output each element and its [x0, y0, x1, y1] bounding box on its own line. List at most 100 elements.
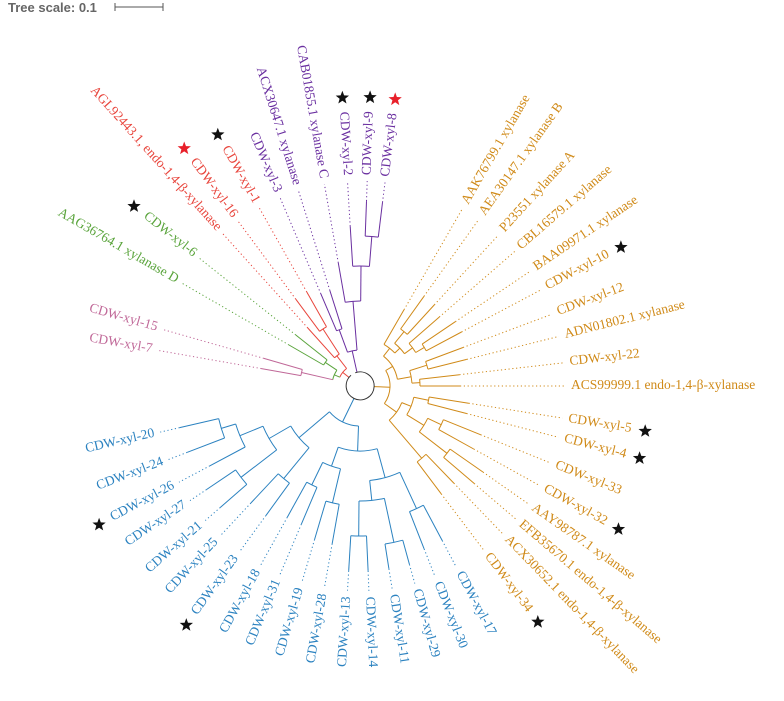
- branch-stem: [404, 347, 413, 355]
- branch-stem: [383, 498, 395, 543]
- leaf-dotted-line: [462, 313, 553, 348]
- branch-stem: [298, 411, 330, 439]
- leaf-dotted-line: [279, 197, 322, 295]
- leaf-branch: [429, 396, 469, 404]
- branch-stem: [357, 425, 359, 452]
- leaf-branch: [209, 446, 246, 467]
- leaf-dotted-line: [199, 258, 297, 336]
- leaf-label: CDW-xyl-7: [88, 330, 154, 356]
- black-star-icon: [127, 199, 141, 212]
- branch-arc: [365, 235, 379, 238]
- leaf-branch: [422, 504, 443, 541]
- leaf-branch: [408, 316, 440, 344]
- branch-stem: [385, 365, 393, 371]
- branch-arc: [277, 473, 290, 484]
- leaf-dotted-line: [279, 523, 302, 575]
- leaf-branch: [263, 357, 303, 370]
- leaf-label: CDW-xyl-6: [141, 208, 200, 260]
- branch-arc: [235, 469, 248, 485]
- leaf-branch: [250, 473, 279, 504]
- leaf-branch: [206, 469, 236, 490]
- branch-stem: [413, 396, 429, 401]
- leaf-dotted-line: [433, 234, 499, 306]
- branch-stem: [332, 468, 341, 503]
- branch-stem: [338, 329, 348, 353]
- leaf-dotted-line: [441, 540, 457, 568]
- branch-arc: [438, 419, 444, 430]
- red-star-icon: [388, 92, 402, 106]
- leaf-dotted-line: [438, 251, 516, 318]
- leaf-label: CDW-xyl-12: [554, 279, 625, 318]
- black-star-icon: [211, 127, 225, 141]
- leaf-branch: [329, 290, 343, 329]
- branch-stem: [376, 448, 386, 478]
- leaf-branch: [366, 535, 369, 571]
- black-star-icon: [179, 618, 193, 631]
- branch-stem: [311, 462, 324, 486]
- leaf-label: AAG36764.1 xylanase D: [56, 204, 182, 286]
- black-star-icon: [614, 240, 628, 253]
- branch-stem: [334, 374, 340, 378]
- leaf-dotted-line: [347, 181, 351, 227]
- leaf-dotted-line: [297, 190, 331, 291]
- leaf-dotted-line: [182, 283, 290, 346]
- branch-arc: [300, 369, 303, 376]
- leaf-branch: [331, 504, 340, 544]
- branch-arc: [319, 326, 327, 332]
- leaf-dotted-line: [468, 402, 563, 419]
- leaf-branch: [307, 327, 335, 359]
- branch-stem: [342, 372, 350, 378]
- branch-stem: [383, 347, 391, 357]
- leaf-dotted-line: [189, 489, 207, 502]
- leaf-dotted-line: [204, 507, 221, 521]
- leaf-dotted-line: [461, 289, 542, 333]
- black-star-icon: [531, 615, 545, 628]
- branch-stem: [384, 403, 397, 413]
- branch-stem: [369, 480, 373, 501]
- leaf-branch: [384, 543, 390, 569]
- leaf-label: CDW-xyl-5: [567, 410, 633, 435]
- leaf-branch: [400, 296, 425, 330]
- leaf-dotted-line: [219, 502, 252, 537]
- branch-arc: [332, 369, 338, 380]
- branch-stem: [342, 398, 355, 423]
- leaf-label: CDW-xyl-13: [334, 596, 353, 668]
- leaf-dotted-line: [480, 434, 551, 464]
- branch-stem: [368, 236, 373, 267]
- leaf-dotted-line: [323, 184, 339, 263]
- leaf-label: ACS99999.1 endo-1,4-β-xylanase: [571, 377, 755, 392]
- leaf-label: AGL92443.1, endo-1,4-β-xylanase: [88, 83, 226, 234]
- black-star-icon: [632, 451, 647, 464]
- leaf-branch: [438, 429, 474, 450]
- leaf-dotted-line: [239, 515, 267, 553]
- branch-stem: [283, 447, 310, 479]
- branch-arc: [400, 328, 408, 335]
- leaf-dotted-line: [347, 570, 350, 591]
- branch-stem: [336, 355, 347, 369]
- branch-arc: [418, 418, 429, 433]
- branch-stem: [411, 382, 420, 384]
- leaf-branch: [406, 304, 435, 335]
- leaf-dotted-line: [466, 335, 560, 360]
- black-star-icon: [638, 424, 652, 437]
- leaf-branch: [383, 309, 405, 345]
- branch-stem: [394, 347, 401, 354]
- leaf-branch: [377, 202, 383, 238]
- leaf-label: CDW-xyl-20: [84, 425, 156, 456]
- branch-stem: [325, 361, 338, 371]
- branch-stem: [409, 364, 428, 372]
- branch-arc: [443, 448, 451, 458]
- red-star-icon: [177, 141, 191, 155]
- leaf-label: CDW-xyl-4: [563, 430, 629, 461]
- leaf-dotted-line: [455, 270, 531, 323]
- leaf-label: CDW-xyl-28: [302, 592, 329, 664]
- leaf-branch: [449, 448, 484, 473]
- leaf-branch: [288, 344, 324, 366]
- marker-stars: [92, 90, 652, 631]
- branch-stem: [268, 425, 291, 439]
- leaf-branch: [265, 482, 290, 516]
- leaf-dotted-line: [423, 218, 480, 297]
- branch-arc: [383, 370, 391, 404]
